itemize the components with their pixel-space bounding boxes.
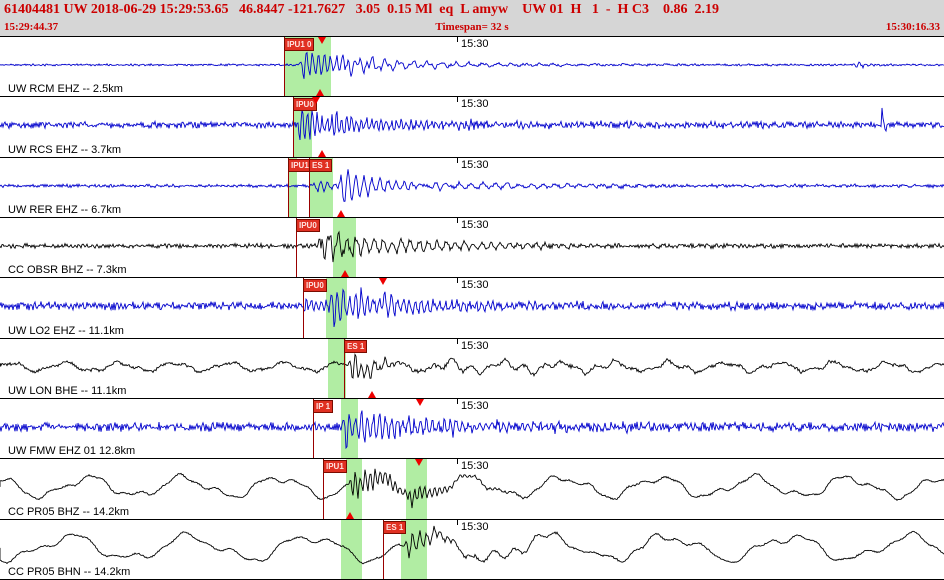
time-label: 15:30 bbox=[461, 38, 489, 50]
coda-marker-icon[interactable] bbox=[415, 459, 423, 467]
pick-line[interactable] bbox=[313, 398, 314, 459]
coda-marker-icon[interactable] bbox=[379, 278, 387, 286]
time-tick bbox=[457, 278, 458, 284]
pick-flag[interactable]: IPU0 bbox=[296, 218, 320, 232]
waveform[interactable] bbox=[0, 339, 944, 398]
coda-marker-icon[interactable] bbox=[341, 270, 349, 278]
pick-line[interactable] bbox=[344, 338, 345, 398]
waveform[interactable] bbox=[0, 97, 944, 156]
time-tick bbox=[457, 398, 458, 404]
event-header: 61404481 UW 2018-06-29 15:29:53.65 46.84… bbox=[0, 0, 944, 20]
coda-marker-icon[interactable] bbox=[346, 511, 354, 519]
time-tick bbox=[457, 157, 458, 163]
waveform[interactable] bbox=[0, 278, 944, 337]
station-label: UW RCM EHZ -- 2.5km bbox=[8, 83, 123, 96]
pick-window bbox=[341, 398, 358, 459]
trace-row[interactable]: 15:30 CC PR05 BHZ -- 14.2km IPU1 bbox=[0, 459, 944, 520]
time-label: 15:30 bbox=[461, 98, 489, 111]
pick-flag[interactable]: IPU0 bbox=[303, 279, 327, 293]
trace-row[interactable]: 15:30 UW LO2 EHZ -- 11.1km IPU0 bbox=[0, 278, 944, 339]
station-label: CC OBSR BHZ -- 7.3km bbox=[8, 264, 127, 277]
pick-window bbox=[288, 157, 297, 217]
pick-window bbox=[341, 519, 362, 579]
time-label: 15:30 bbox=[461, 460, 489, 473]
pick-line[interactable] bbox=[383, 519, 384, 579]
time-axis-header: 15:29:44.37 Timespan= 32 s 15:30:16.33 bbox=[0, 20, 944, 36]
station-label: UW RER EHZ -- 6.7km bbox=[8, 203, 122, 216]
station-label: CC PR05 BHZ -- 14.2km bbox=[8, 505, 130, 518]
waveform[interactable] bbox=[0, 520, 944, 579]
coda-marker-icon[interactable] bbox=[368, 390, 376, 398]
time-tick bbox=[457, 97, 458, 103]
waveform[interactable] bbox=[0, 37, 944, 96]
pick-flag[interactable]: IPU1 0 bbox=[284, 38, 315, 51]
station-label: UW FMW EHZ 01 12.8km bbox=[8, 445, 136, 458]
time-label: 15:30 bbox=[461, 339, 489, 352]
time-tick bbox=[457, 459, 458, 465]
pick-line[interactable] bbox=[303, 278, 304, 338]
trace-row[interactable]: 15:30 CC PR05 BHN -- 14.2km ES 1 bbox=[0, 519, 944, 580]
trace-row[interactable]: 15:30 UW LON BHE -- 11.1km ES 1 bbox=[0, 338, 944, 399]
waveform[interactable] bbox=[0, 399, 944, 458]
time-label: 15:30 bbox=[461, 158, 489, 171]
time-label: 15:30 bbox=[461, 399, 489, 412]
trace-row[interactable]: 15:30 UW RCS EHZ -- 3.7km IPU0 bbox=[0, 97, 944, 158]
window-start-time: 15:29:44.37 bbox=[4, 21, 59, 33]
trace-panel: 15:30 UW RCM EHZ -- 2.5km IPU1 0 15:30 U… bbox=[0, 36, 944, 580]
waveform[interactable] bbox=[0, 459, 944, 518]
time-label: 15:30 bbox=[461, 218, 489, 231]
pick-line[interactable] bbox=[284, 37, 285, 97]
trace-row[interactable]: 15:30 UW RER EHZ -- 6.7km IPU1 ES 1 bbox=[0, 157, 944, 218]
pick-window bbox=[328, 338, 346, 398]
time-label: 15:30 bbox=[461, 279, 489, 292]
coda-marker-icon[interactable] bbox=[337, 209, 345, 217]
coda-marker-icon[interactable] bbox=[316, 89, 324, 97]
pick-window bbox=[293, 97, 312, 157]
coda-marker-icon[interactable] bbox=[416, 398, 424, 406]
pick-line[interactable] bbox=[293, 97, 294, 157]
pick-line[interactable] bbox=[296, 217, 297, 278]
pick-flag[interactable]: IPU1 bbox=[323, 460, 347, 474]
waveform[interactable] bbox=[0, 218, 944, 277]
pick-window bbox=[326, 278, 347, 338]
coda-marker-icon[interactable] bbox=[312, 97, 320, 105]
timespan-label: Timespan= 32 s bbox=[435, 21, 509, 33]
time-tick bbox=[457, 37, 458, 42]
time-tick bbox=[457, 338, 458, 344]
trace-row[interactable]: 15:30 UW FMW EHZ 01 12.8km IP 1 bbox=[0, 398, 944, 460]
station-label: UW LO2 EHZ -- 11.1km bbox=[8, 324, 124, 337]
trace-row[interactable]: 15:30 UW RCM EHZ -- 2.5km IPU1 0 bbox=[0, 37, 944, 98]
station-label: CC PR05 BHN -- 14.2km bbox=[8, 565, 131, 578]
pick-line[interactable] bbox=[309, 157, 310, 217]
time-label: 15:30 bbox=[461, 520, 489, 533]
station-label: UW RCS EHZ -- 3.7km bbox=[8, 143, 122, 156]
coda-marker-icon[interactable] bbox=[318, 37, 326, 44]
coda-marker-icon[interactable] bbox=[318, 149, 326, 157]
pick-flag[interactable]: ES 1 bbox=[383, 520, 407, 534]
time-tick bbox=[457, 519, 458, 525]
pick-flag[interactable]: ES 1 bbox=[309, 158, 333, 172]
time-tick bbox=[457, 217, 458, 223]
station-label: UW LON BHE -- 11.1km bbox=[8, 384, 127, 397]
waveform[interactable] bbox=[0, 158, 944, 217]
trace-row[interactable]: 15:30 CC OBSR BHZ -- 7.3km IPU0 bbox=[0, 217, 944, 279]
pick-flag[interactable]: IP 1 bbox=[313, 399, 334, 413]
pick-line[interactable] bbox=[323, 459, 324, 519]
pick-flag[interactable]: IPU0 bbox=[293, 98, 317, 112]
window-end-time: 15:30:16.33 bbox=[885, 21, 940, 33]
pick-flag[interactable]: ES 1 bbox=[344, 339, 368, 353]
pick-line[interactable] bbox=[288, 157, 289, 217]
